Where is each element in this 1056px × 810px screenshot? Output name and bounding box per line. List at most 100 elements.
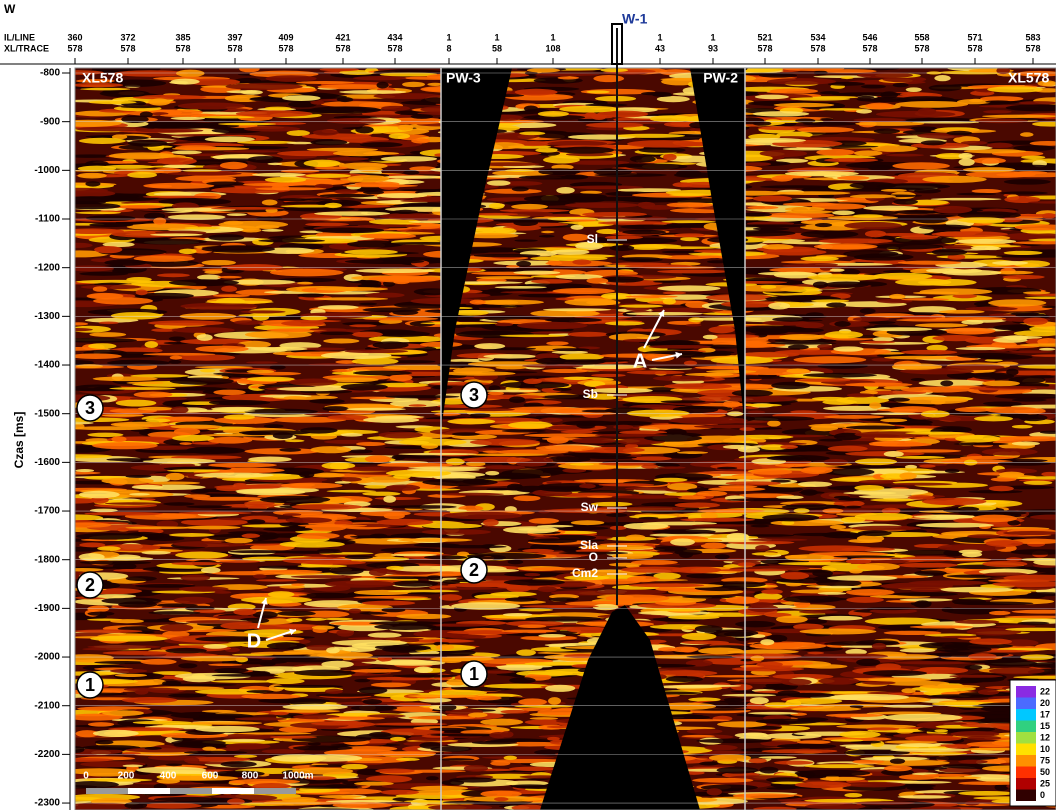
reflector: [755, 545, 769, 551]
reflector: [439, 594, 462, 601]
reflector: [956, 193, 996, 196]
reflector: [978, 689, 999, 695]
reflector: [682, 735, 715, 738]
reflector: [369, 732, 392, 737]
reflector: [509, 677, 536, 683]
reflector: [309, 106, 381, 113]
reflector: [969, 99, 983, 102]
reflector: [906, 87, 922, 92]
reflector: [485, 471, 499, 475]
reflector: [781, 679, 812, 686]
reflector: [958, 791, 1014, 796]
reflector: [316, 694, 374, 697]
reflector: [518, 294, 570, 298]
reflector: [518, 698, 547, 705]
reflector: [555, 298, 574, 301]
reflector: [865, 230, 886, 237]
reflector: [1042, 213, 1056, 219]
reflector: [313, 130, 339, 136]
reflector: [815, 586, 861, 588]
reflector: [881, 189, 907, 192]
reflector: [400, 200, 440, 203]
reflector: [630, 156, 656, 163]
reflector: [545, 318, 602, 323]
reflector: [186, 447, 239, 454]
reflector: [538, 634, 566, 637]
reflector: [484, 684, 552, 689]
reflector: [88, 100, 136, 104]
reflector: [686, 324, 702, 327]
reflector: [820, 777, 866, 781]
reflector: [170, 425, 222, 429]
reflector: [934, 729, 948, 732]
reflector: [469, 453, 548, 456]
reflector: [732, 667, 804, 672]
reflector: [965, 307, 1017, 311]
reflector: [785, 583, 802, 586]
reflector: [513, 495, 540, 501]
reflector: [202, 710, 237, 713]
reflector: [843, 782, 906, 788]
reflector: [251, 347, 308, 351]
reflector: [669, 417, 748, 424]
reflector: [241, 90, 263, 95]
reflector: [772, 579, 804, 582]
reflector: [171, 79, 200, 85]
reflector: [898, 795, 952, 798]
reflector: [545, 685, 575, 692]
reflector: [342, 646, 376, 652]
reflector: [518, 608, 553, 611]
reflector: [605, 594, 669, 601]
reflector: [341, 764, 367, 769]
reflector: [905, 432, 964, 435]
reflector: [314, 211, 390, 215]
reflector: [843, 250, 898, 257]
reflector: [154, 797, 226, 802]
reflector: [695, 625, 723, 632]
reflector: [895, 661, 972, 664]
reflector: [171, 740, 226, 746]
reflector: [998, 461, 1051, 466]
reflector: [409, 404, 427, 406]
reflector: [483, 354, 536, 358]
reflector: [586, 123, 644, 128]
reflector: [351, 669, 402, 673]
reflector: [612, 495, 682, 499]
reflector: [1004, 179, 1051, 185]
reflector: [262, 229, 284, 232]
reflector: [855, 458, 897, 465]
reflector: [81, 285, 142, 290]
reflector: [422, 478, 497, 486]
reflector: [310, 139, 347, 145]
reflector: [511, 784, 549, 788]
reflector: [955, 239, 1016, 244]
reflector: [143, 803, 202, 809]
reflector: [162, 681, 181, 686]
reflector: [87, 612, 114, 616]
reflector: [730, 684, 752, 690]
reflector: [694, 425, 771, 429]
reflector: [203, 644, 227, 649]
reflector: [403, 170, 419, 175]
reflector: [556, 187, 574, 194]
reflector: [167, 469, 220, 472]
reflector: [310, 446, 351, 453]
reflector: [180, 410, 256, 412]
reflector: [323, 406, 349, 411]
reflector: [145, 341, 158, 348]
reflector: [869, 402, 881, 409]
reflector: [539, 235, 555, 238]
reflector: [610, 245, 635, 251]
reflector: [822, 532, 861, 539]
reflector: [245, 331, 312, 339]
reflector: [969, 638, 1012, 644]
reflector: [972, 158, 1006, 164]
reflector: [595, 96, 636, 102]
reflector: [169, 279, 239, 286]
reflector: [983, 110, 1012, 113]
reflector: [438, 545, 506, 548]
reflector: [377, 519, 434, 525]
reflector: [247, 377, 295, 382]
reflector: [798, 481, 832, 487]
reflector: [759, 73, 797, 78]
